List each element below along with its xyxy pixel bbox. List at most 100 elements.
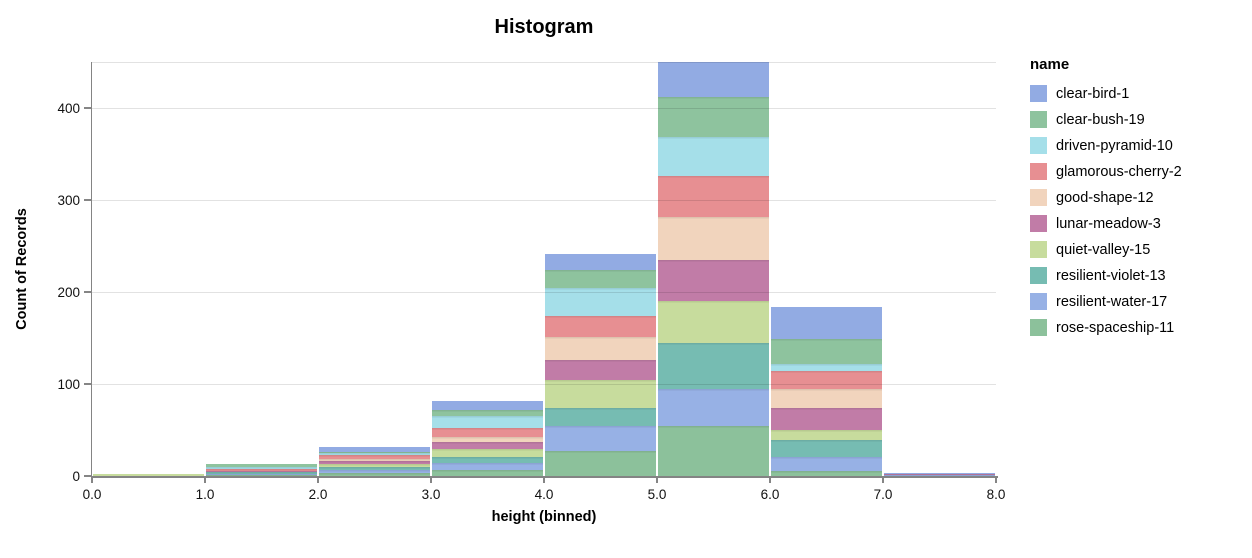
legend-item-driven-pyramid-10: driven-pyramid-10 (1030, 137, 1182, 154)
bar-segment-good-shape-12 (545, 337, 656, 361)
x-tick-label: 0.0 (82, 487, 102, 502)
x-tick-label: 7.0 (873, 487, 893, 502)
legend-label: clear-bird-1 (1056, 85, 1130, 102)
x-tick-3.0 (430, 477, 432, 483)
x-tick-2.0 (317, 477, 319, 483)
legend-item-quiet-valley-15: quiet-valley-15 (1030, 241, 1182, 258)
x-tick-label: 8.0 (986, 487, 1006, 502)
bar-segment-resilient-water-17 (545, 426, 656, 452)
y-tick-100 (84, 383, 91, 385)
y-axis-title: Count of Records (14, 208, 30, 330)
bar-segment-clear-bird-1 (658, 62, 769, 97)
bar-segment-glamorous-cherry-2 (432, 428, 543, 438)
bar-segment-rose-spaceship-11 (432, 469, 543, 476)
legend-swatch-icon (1030, 241, 1047, 258)
legend-item-resilient-water-17: resilient-water-17 (1030, 293, 1182, 310)
legend-label: driven-pyramid-10 (1056, 137, 1173, 154)
legend-swatch-icon (1030, 319, 1047, 336)
y-tick-label: 400 (57, 100, 80, 116)
x-tick-6.0 (769, 477, 771, 483)
bar-segment-clear-bush-19 (432, 409, 543, 417)
bar-segment-resilient-violet-13 (206, 472, 317, 475)
legend-swatch-icon (1030, 293, 1047, 310)
bar-segment-rose-spaceship-11 (545, 451, 656, 476)
bar-segment-resilient-violet-13 (771, 440, 882, 457)
y-tick-0 (84, 475, 91, 477)
y-tick-400 (84, 107, 91, 109)
x-tick-label: 4.0 (534, 487, 554, 502)
bar-segment-lunar-meadow-3 (771, 407, 882, 430)
legend-item-good-shape-12: good-shape-12 (1030, 189, 1182, 206)
chart-title: Histogram (494, 16, 594, 38)
x-tick-label: 5.0 (647, 487, 667, 502)
legend-swatch-icon (1030, 137, 1047, 154)
x-axis-line (92, 475, 998, 478)
legend-label: resilient-water-17 (1056, 293, 1168, 310)
legend-title: name (1030, 56, 1070, 73)
y-tick-label: 300 (57, 192, 80, 208)
bar-segment-rose-spaceship-11 (771, 471, 882, 476)
x-tick-8.0 (995, 477, 997, 483)
y-tick-label: 200 (57, 284, 80, 300)
bar-segment-quiet-valley-15 (432, 449, 543, 457)
x-tick-4.0 (543, 477, 545, 483)
legend-item-resilient-violet-13: resilient-violet-13 (1030, 267, 1182, 284)
bar-segment-clear-bush-19 (658, 96, 769, 137)
bar-segment-good-shape-12 (319, 458, 430, 462)
gridline-y-400 (92, 107, 996, 109)
bar-segment-rose-spaceship-11 (319, 473, 430, 476)
bar-segment-resilient-water-17 (319, 469, 430, 474)
legend-label: clear-bush-19 (1056, 111, 1145, 128)
bar-segment-glamorous-cherry-2 (545, 315, 656, 338)
bar-segment-good-shape-12 (658, 216, 769, 260)
legend-label: quiet-valley-15 (1056, 241, 1151, 258)
x-tick-label: 2.0 (308, 487, 328, 502)
bar-segment-glamorous-cherry-2 (319, 454, 430, 459)
bar-segment-lunar-meadow-3 (206, 471, 317, 473)
bar-segment-driven-pyramid-10 (658, 136, 769, 177)
legend-label: resilient-violet-13 (1056, 267, 1166, 284)
bar-segment-quiet-valley-15 (93, 474, 204, 476)
bar-segment-driven-pyramid-10 (319, 453, 430, 455)
bar-segment-clear-bird-1 (319, 447, 430, 453)
legend-swatch-icon (1030, 215, 1047, 232)
bar-segment-resilient-violet-13 (319, 466, 430, 470)
bar-segment-quiet-valley-15 (771, 430, 882, 441)
legend-swatch-icon (1030, 163, 1047, 180)
bar-segment-clear-bird-1 (771, 306, 882, 339)
bar-segment-glamorous-cherry-2 (658, 176, 769, 217)
legend-swatch-icon (1030, 111, 1047, 128)
bar-segment-driven-pyramid-10 (771, 363, 882, 372)
x-tick-5.0 (656, 477, 658, 483)
legend-swatch-icon (1030, 267, 1047, 284)
bar-segment-driven-pyramid-10 (432, 416, 543, 429)
bar-segment-lunar-meadow-3 (432, 441, 543, 450)
bar-segment-clear-bird-1 (545, 254, 656, 270)
bar-segment-lunar-meadow-3 (658, 259, 769, 302)
bar-segment-clear-bird-1 (432, 401, 543, 410)
bar-segment-driven-pyramid-10 (206, 466, 317, 469)
bar-segment-clear-bush-19 (545, 269, 656, 289)
x-axis-title: height (binned) (491, 509, 597, 525)
bar-segment-quiet-valley-15 (658, 301, 769, 343)
x-tick-label: 3.0 (421, 487, 441, 502)
legend-label: glamorous-cherry-2 (1056, 163, 1182, 180)
legend-item-clear-bird-1: clear-bird-1 (1030, 85, 1182, 102)
bar-segment-lunar-meadow-3 (319, 461, 430, 465)
legend: name clear-bird-1 clear-bush-19 driven-pyr… (1030, 56, 1182, 345)
bar-segment-resilient-violet-13 (545, 407, 656, 427)
x-tick-7.0 (882, 477, 884, 483)
x-tick-label: 1.0 (195, 487, 215, 502)
y-tick-200 (84, 291, 91, 293)
y-axis-line (90, 62, 92, 478)
bar-segment-resilient-water-17 (771, 456, 882, 472)
bar-segment-glamorous-cherry-2 (206, 468, 317, 472)
y-tick-300 (84, 199, 91, 201)
bar-segment-good-shape-12 (771, 388, 882, 408)
legend-label: rose-spaceship-11 (1056, 319, 1175, 336)
bar-segment-driven-pyramid-10 (545, 288, 656, 316)
legend-item-glamorous-cherry-2: glamorous-cherry-2 (1030, 163, 1182, 180)
bar-segment-resilient-violet-13 (432, 456, 543, 464)
